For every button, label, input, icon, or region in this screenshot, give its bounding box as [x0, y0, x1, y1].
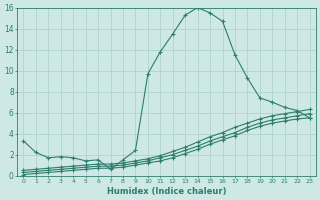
X-axis label: Humidex (Indice chaleur): Humidex (Indice chaleur): [107, 187, 226, 196]
